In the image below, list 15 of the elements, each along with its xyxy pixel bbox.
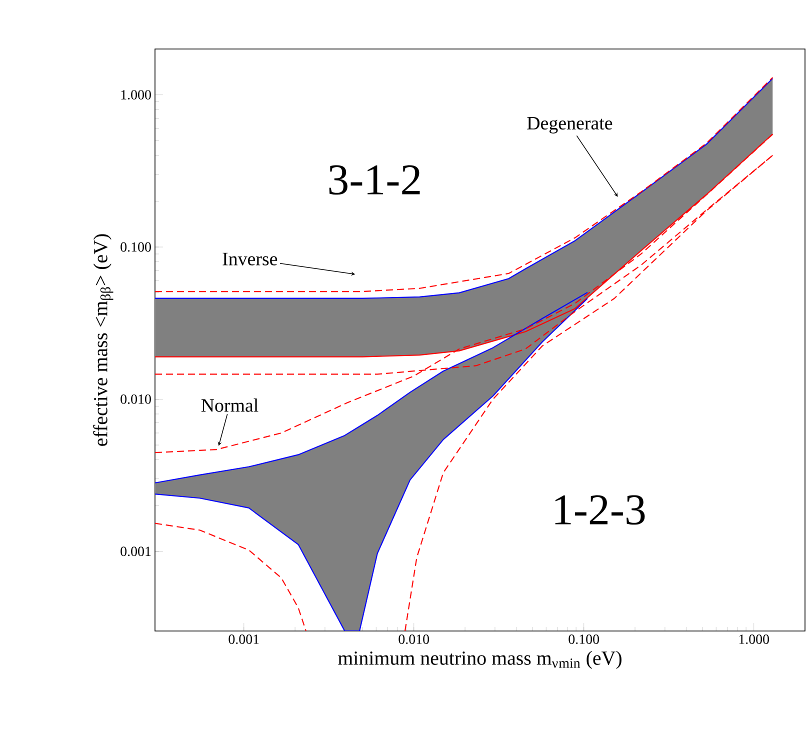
x-axis-title: minimum neutrino mass m$_{νmin}$ (eV) — [338, 650, 622, 669]
x-tick-label: 0.010 — [398, 634, 430, 644]
annotation: 1-2-3 — [555, 495, 645, 525]
y-axis-title: effective mass <m$_{ββ}$> (eV) — [93, 234, 114, 446]
x-tick-label: 0.100 — [568, 634, 600, 644]
annotation: 3-1-2 — [329, 165, 420, 195]
x-tick-label: 1.000 — [739, 634, 769, 644]
x-tick-label: 0.001 — [228, 634, 259, 644]
y-tick-label: 1.000 — [121, 90, 151, 100]
y-tick-label: 0.010 — [120, 394, 151, 404]
y-tick-label: 0.100 — [120, 242, 151, 252]
y-tick-label: 0.001 — [120, 546, 151, 556]
annotation: Degenerate — [527, 117, 612, 134]
annotation: Normal — [201, 398, 258, 412]
annotation: Inverse — [222, 252, 278, 266]
